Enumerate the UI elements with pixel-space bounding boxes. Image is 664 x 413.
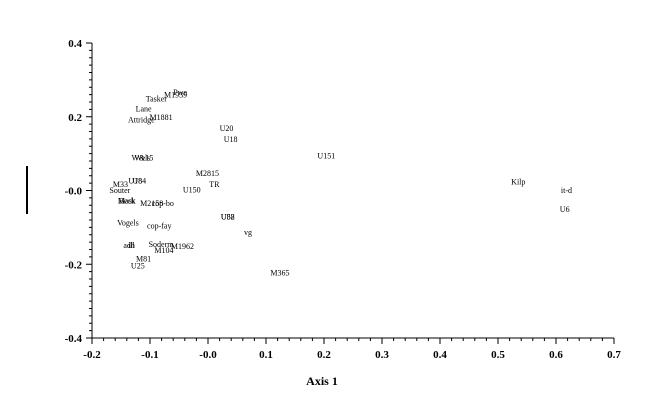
y-tick-label: -0.4: [65, 333, 83, 345]
point-label: Wels: [135, 153, 151, 162]
x-tick-label: -0.0: [199, 349, 217, 361]
x-axis-title: Axis 1: [306, 374, 338, 388]
x-tick-label: 0.7: [607, 349, 621, 361]
x-tick-label: 0.1: [259, 349, 273, 361]
point-label: M1881: [149, 113, 172, 122]
point-label: Beck: [119, 196, 135, 205]
point-label: Soderm: [149, 240, 175, 249]
x-tick-label: 0.2: [317, 349, 331, 361]
point-label: Tasker: [146, 94, 168, 103]
point-label: M2158: [140, 199, 163, 208]
point-label: Souter: [109, 186, 130, 195]
point-label: U20: [220, 124, 234, 133]
y-tick-label: 0.4: [68, 38, 82, 50]
point-label: M1962: [171, 242, 194, 251]
point-label: U58: [221, 213, 235, 222]
point-label: U184: [128, 177, 146, 186]
y-tick-label: 0.2: [68, 112, 82, 124]
point-label: it-d: [561, 186, 572, 195]
point-label: Vogels: [117, 219, 139, 228]
point-label: cop-bo: [152, 199, 174, 208]
point-label: U82: [221, 213, 235, 222]
x-tick-label: 0.6: [549, 349, 563, 361]
point-label: M365: [270, 269, 289, 278]
point-label: Pwe: [173, 88, 187, 97]
point-label: adh: [123, 241, 135, 250]
point-label: M81: [136, 254, 151, 263]
point-label: TR: [209, 180, 220, 189]
point-label: Kilp: [511, 177, 525, 186]
point-label: Lane: [136, 105, 152, 114]
point-label: U18: [224, 135, 238, 144]
point-label: M104: [154, 246, 173, 255]
point-label: M2815: [196, 169, 219, 178]
point-label: M33: [113, 180, 128, 189]
point-label: W&15: [132, 153, 154, 162]
point-label: U151: [317, 151, 335, 160]
point-label: ill: [128, 241, 135, 250]
x-tick-label: 0.4: [433, 349, 447, 361]
point-label: U150: [183, 185, 201, 194]
y-tick-label: -0.2: [65, 259, 83, 271]
x-tick-label: 0.3: [375, 349, 389, 361]
point-label: U25: [131, 261, 145, 270]
point-label: Mask: [118, 196, 136, 205]
axes: -0.2 -0.1 -0.0 0.1 0.2 0.3 0.4 0.5 0.6 0.7 0.4 0.2 -…: [65, 38, 622, 361]
point-label: Attridge: [128, 115, 155, 124]
x-tick-label: -0.1: [141, 349, 158, 361]
point-label: vg: [244, 228, 252, 237]
point-label: M1939: [164, 91, 187, 100]
x-tick-label: -0.2: [83, 349, 101, 361]
x-tick-label: 0.5: [491, 349, 505, 361]
y-tick-label: -0.0: [65, 186, 83, 198]
point-label: cop-fay: [147, 222, 171, 231]
point-label: U8: [132, 177, 142, 186]
point-label: U6: [560, 205, 570, 214]
